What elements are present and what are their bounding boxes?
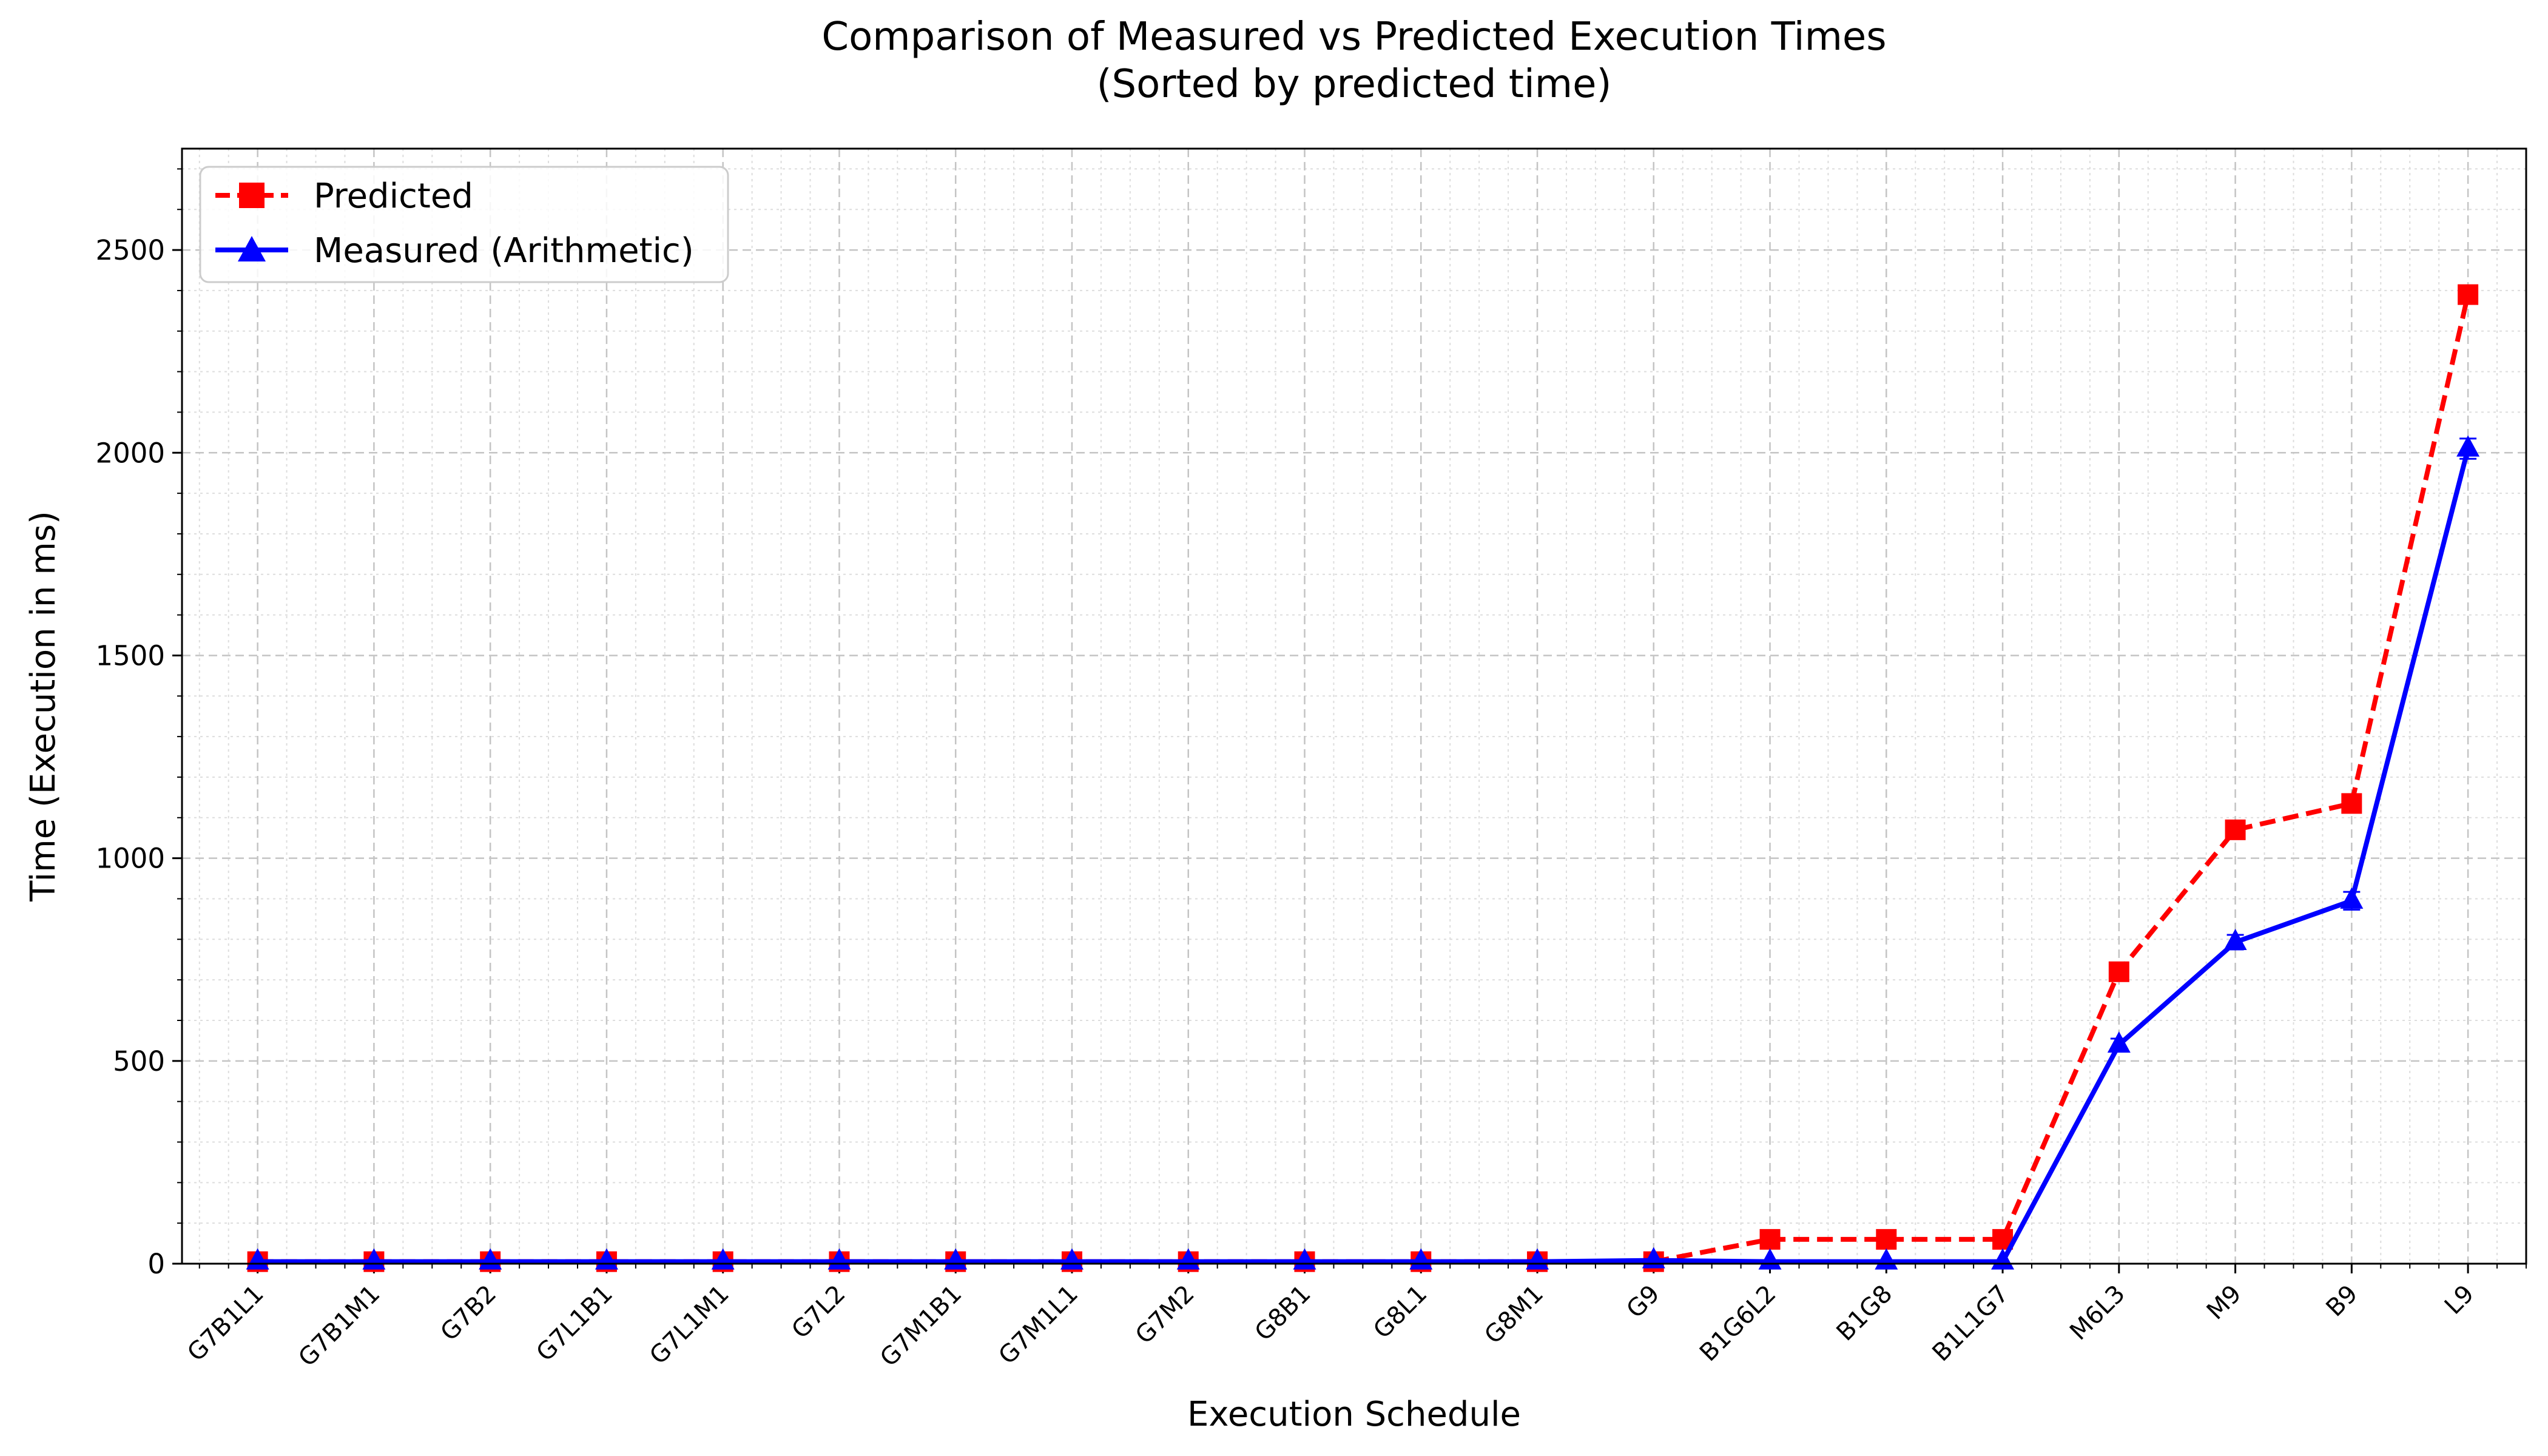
y-tick-label: 1500 (95, 639, 165, 672)
predicted-point (2225, 819, 2246, 840)
y-axis-ticks: 0 500 1000 1500 2000 2500 (95, 168, 182, 1280)
legend: Predicted Measured (Arithmetic) (199, 166, 729, 283)
y-tick-label: 0 (147, 1248, 165, 1280)
y-tick-label: 2000 (95, 437, 165, 469)
legend-predicted-label: Predicted (314, 177, 473, 216)
measured-point (2456, 435, 2480, 457)
predicted-point (1876, 1228, 1897, 1250)
measured-point (2223, 928, 2247, 950)
grid (182, 149, 2527, 1265)
chart-title-line2: (Sorted by predicted time) (1097, 62, 1612, 107)
predicted-point (2108, 961, 2129, 982)
y-axis-label: Time (Execution in ms) (24, 511, 63, 902)
y-tick-label: 500 (113, 1045, 165, 1077)
predicted-point (2458, 284, 2479, 305)
legend-measured-label: Measured (Arithmetic) (314, 231, 694, 271)
measured-point (2340, 887, 2364, 909)
measured-point (2107, 1031, 2131, 1053)
y-tick-label: 1000 (95, 843, 165, 875)
measured-series-line (257, 448, 2470, 1264)
predicted-point (1759, 1228, 1781, 1250)
x-axis-label: Execution Schedule (1187, 1395, 1521, 1434)
predicted-point (2341, 793, 2362, 814)
plot-frame (181, 147, 2527, 1265)
legend-predicted-marker (239, 183, 265, 208)
legend-measured-marker (238, 236, 266, 261)
chart-title-line1: Comparison of Measured vs Predicted Exec… (821, 15, 1886, 59)
y-tick-label: 2500 (95, 234, 165, 266)
legend-box (199, 166, 729, 283)
